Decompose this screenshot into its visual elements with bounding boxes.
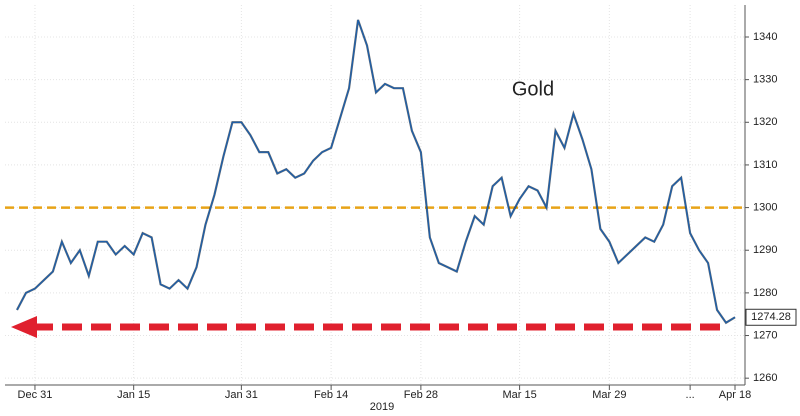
x-tick-label: Jan 15	[117, 389, 150, 401]
x-tick-label: Apr 18	[719, 389, 751, 401]
y-tick-label: 1260	[753, 372, 777, 384]
y-tick-label: 1330	[753, 74, 777, 86]
y-tick-label: 1340	[753, 31, 777, 43]
x-axis-label: 2019	[370, 401, 394, 413]
series-annotation: Gold	[512, 78, 554, 100]
x-tick-label: Dec 31	[18, 389, 53, 401]
y-tick-label: 1300	[753, 201, 777, 213]
x-tick-label: Jan 31	[225, 389, 258, 401]
x-tick-label: Feb 14	[314, 389, 348, 401]
last-value-box	[745, 308, 797, 326]
y-tick-label: 1310	[753, 159, 777, 171]
arrow-head	[11, 315, 37, 338]
y-tick-label: 1320	[753, 116, 777, 128]
y-tick-label: 1290	[753, 244, 777, 256]
price-line-shadow	[16, 19, 736, 325]
y-tick-label: 1280	[753, 287, 777, 299]
y-tick-label: 1270	[753, 329, 777, 341]
x-tick-label: Feb 28	[404, 389, 438, 401]
x-tick-label: Mar 29	[592, 389, 626, 401]
x-tick-label: Mar 15	[502, 389, 536, 401]
x-tick-label: ...	[686, 389, 695, 401]
price-line	[16, 19, 736, 324]
last-value-label: 1274.28	[751, 311, 791, 323]
